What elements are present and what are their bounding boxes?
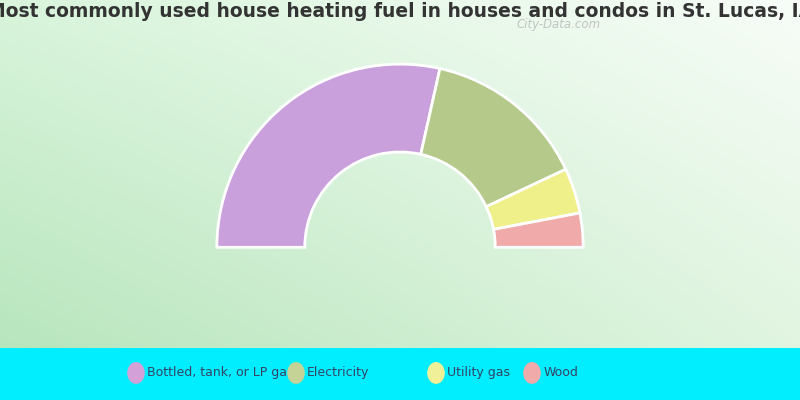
Text: City-Data.com: City-Data.com bbox=[516, 18, 600, 31]
Text: Wood: Wood bbox=[543, 366, 578, 380]
Wedge shape bbox=[217, 64, 440, 247]
Wedge shape bbox=[486, 169, 580, 230]
Ellipse shape bbox=[523, 362, 541, 384]
Text: Electricity: Electricity bbox=[307, 366, 370, 380]
Text: Utility gas: Utility gas bbox=[447, 366, 510, 380]
Text: Bottled, tank, or LP gas: Bottled, tank, or LP gas bbox=[147, 366, 294, 380]
Text: Most commonly used house heating fuel in houses and condos in St. Lucas, IA: Most commonly used house heating fuel in… bbox=[0, 2, 800, 21]
Wedge shape bbox=[494, 213, 583, 247]
Wedge shape bbox=[421, 68, 566, 207]
Ellipse shape bbox=[287, 362, 305, 384]
Ellipse shape bbox=[127, 362, 145, 384]
Ellipse shape bbox=[427, 362, 445, 384]
